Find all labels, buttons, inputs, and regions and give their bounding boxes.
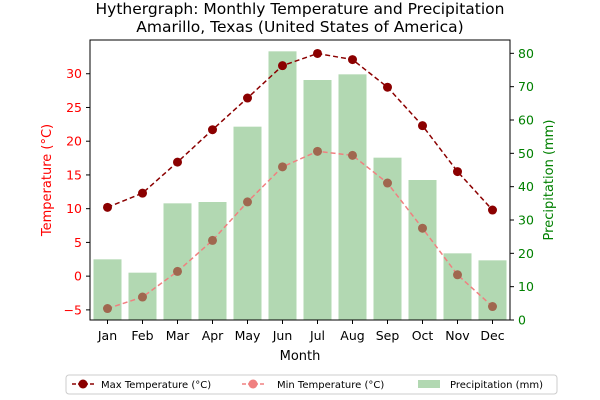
left-axis-label: Temperature (°C) [40,124,55,237]
min-temp-point-aug [348,150,357,160]
x-tick-label-jan: Jan [97,328,117,343]
left-axis: −5 0 5 10 15 20 25 30 [64,66,90,317]
min-temp-point-apr [208,235,217,245]
legend-item-max-temp: Max Temperature (°C) [72,379,211,391]
x-tick-label-apr: Apr [202,328,224,343]
left-tick-label: 25 [66,100,82,115]
min-temp-point-sep [383,178,392,188]
x-tick-label-oct: Oct [412,328,434,343]
legend: Max Temperature (°C) Min Temperature (°C… [65,374,558,395]
plot-frame [89,39,511,321]
left-tick-label: 10 [66,201,82,216]
x-tick-label-jul: Jul [309,328,325,343]
left-tick-label: 5 [74,235,82,250]
min-temp-point-feb [138,292,147,302]
precip-bar-dec [478,260,507,320]
precip-bar-aug [338,74,367,320]
max-temp-point-sep [383,82,392,92]
min-temp-point-nov [453,270,462,280]
left-tick-label: 20 [66,134,82,149]
precip-bar-mar [163,203,192,320]
precip-bar-oct [408,180,437,320]
max-temp-point-jul [313,48,322,58]
left-tick-label: 30 [66,66,82,81]
precip-bar-nov [443,253,472,320]
max-temp-point-oct [418,121,427,131]
x-tick-label-dec: Dec [480,328,504,343]
max-temp-point-mar [173,157,182,167]
chart-title: Hythergraph: Monthly Temperature and Pre… [96,0,505,18]
right-tick-label: 80 [518,46,534,61]
right-tick-label: 50 [518,146,534,161]
x-tick-label-nov: Nov [445,328,470,343]
temperature-lines [103,48,497,314]
min-temp-point-oct [418,223,427,233]
left-tick-label: −5 [64,302,82,317]
right-tick-label: 70 [518,79,534,94]
min-temp-point-jul [313,146,322,156]
legend-label-precip: Precipitation (mm) [450,380,543,391]
x-tick-label-may: May [235,328,261,343]
max-temp-point-apr [208,125,217,135]
x-axis: Jan Feb Mar Apr May Jun Jul Aug Sep Oct Nov Dec [97,320,505,343]
max-temp-point-dec [488,205,497,215]
max-temp-point-jun [278,61,287,71]
min-temp-point-mar [173,266,182,276]
max-temp-point-aug [348,55,357,65]
right-tick-label: 30 [518,213,534,228]
right-tick-label: 20 [518,246,534,261]
min-temp-point-jan [103,304,112,314]
legend-label-min-temp: Min Temperature (°C) [277,380,384,391]
x-tick-label-sep: Sep [376,328,400,343]
legend-min-temp-marker [248,379,258,389]
right-tick-label: 10 [518,279,534,294]
legend-item-min-temp: Min Temperature (°C) [242,379,384,391]
legend-precip-swatch [418,380,440,388]
min-temp-point-jun [278,162,287,172]
max-temp-line [107,52,494,211]
right-tick-label: 60 [518,113,534,128]
right-tick-label: 0 [518,313,526,328]
precip-bar-jul [303,80,332,320]
chart-subtitle: Amarillo, Texas (United States of Americ… [136,18,463,36]
right-axis: 0 10 20 30 40 50 60 70 80 [510,46,534,328]
min-temp-line [107,150,494,310]
x-tick-label-aug: Aug [340,328,364,343]
left-tick-label: 0 [74,269,82,284]
legend-item-precip: Precipitation (mm) [418,380,543,391]
max-temp-point-jan [103,202,112,212]
precipitation-bars [93,51,507,321]
min-temp-point-may [243,197,252,207]
x-axis-label: Month [280,349,321,364]
right-tick-label: 40 [518,179,534,194]
precip-bar-may [233,126,262,321]
legend-max-temp-marker [78,379,88,389]
right-axis-label: Precipitation (mm) [542,120,557,241]
legend-box [65,374,558,395]
precip-bar-apr [198,202,227,320]
legend-label-max-temp: Max Temperature (°C) [101,380,211,391]
max-temp-point-feb [138,188,147,198]
x-tick-label-feb: Feb [131,328,153,343]
precip-bar-jun [268,51,297,320]
left-tick-label: 15 [66,167,82,182]
min-temp-point-dec [488,302,497,312]
x-tick-label-mar: Mar [166,328,190,343]
max-temp-point-may [243,93,252,103]
max-temp-point-nov [453,167,462,177]
x-tick-label-jun: Jun [272,328,293,343]
